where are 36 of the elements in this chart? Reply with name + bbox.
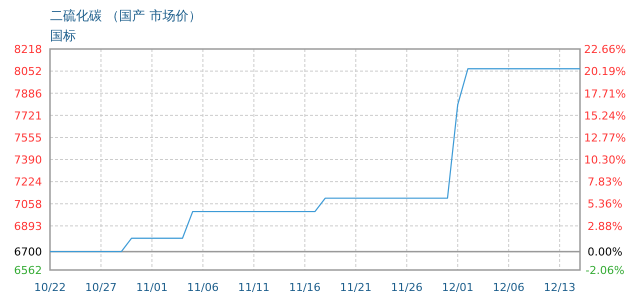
x-tick-label: 11/26 — [390, 281, 423, 294]
y-tick-label: 7058 — [14, 198, 42, 211]
chart-subtitle: 国标 — [50, 29, 76, 44]
x-tick-label: 11/16 — [288, 281, 321, 294]
line-series — [49, 68, 581, 252]
x-tick-label: 11/21 — [340, 281, 372, 294]
y-tick-label: 7886 — [14, 87, 42, 100]
x-tick-label: 10/22 — [34, 281, 66, 294]
y2-tick-label: 7.83% — [588, 176, 622, 189]
x-tick-label: 11/11 — [238, 281, 270, 294]
y2-tick-label: 10.30% — [584, 154, 626, 166]
x-tick-label: 10/27 — [85, 281, 117, 294]
y2-tick-label: 20.19% — [584, 65, 626, 78]
y-tick-label: 6562 — [14, 264, 42, 277]
y2-tick-label: -2.06% — [586, 264, 624, 277]
x-tick-label: 12/01 — [442, 281, 474, 294]
y2-tick-label: 17.71% — [584, 87, 626, 100]
y-tick-label: 6700 — [14, 246, 42, 259]
y2-tick-label: 2.88% — [588, 220, 622, 233]
y2-tick-label: 5.36% — [588, 198, 622, 211]
x-tick-label: 12/13 — [544, 281, 576, 294]
y2-tick-label: 12.77% — [584, 131, 626, 144]
y-tick-label: 8052 — [14, 65, 42, 78]
y-tick-label: 7555 — [14, 131, 42, 144]
y-tick-label: 7721 — [14, 109, 42, 122]
x-tick-label: 12/06 — [492, 281, 525, 294]
y-tick-label: 7224 — [14, 176, 42, 189]
y2-tick-label: 22.66% — [584, 43, 626, 56]
y-tick-label: 8218 — [14, 43, 42, 56]
y2-tick-label: 0.00% — [588, 246, 622, 259]
y-tick-label: 7390 — [14, 154, 42, 166]
y2-tick-label: 15.24% — [584, 109, 626, 122]
x-tick-label: 11/01 — [136, 281, 168, 294]
chart-title: 二硫化碳 （国产 市场价） — [50, 9, 202, 24]
x-tick-label: 11/06 — [187, 281, 219, 294]
y-tick-label: 6893 — [14, 220, 42, 233]
